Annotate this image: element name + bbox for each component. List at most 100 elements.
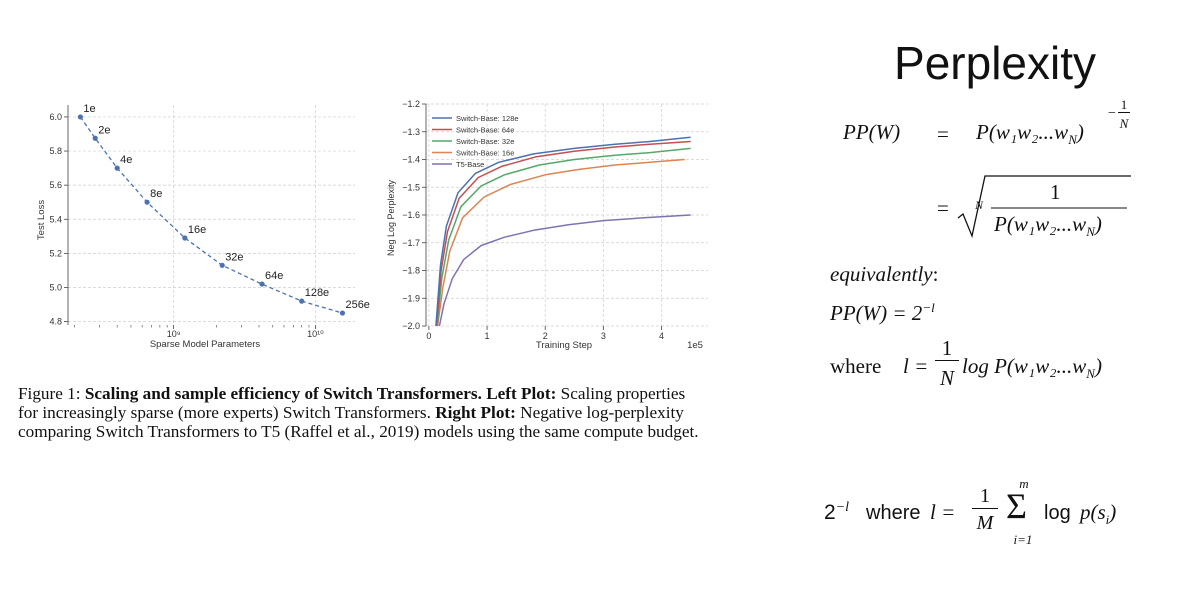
pp-product: P(w₁w₂...wN) <box>976 120 1084 148</box>
sum-upper: m <box>1019 476 1029 491</box>
exp-den: N <box>1119 116 1129 131</box>
figure-caption: Figure 1: Scaling and sample efficiency … <box>18 384 763 441</box>
perplexity-series-lines <box>435 136 691 327</box>
bottom-p: p(si) <box>1080 500 1117 528</box>
right-y-ticks: −2.0 −1.9 −1.8 −1.7 −1.6 −1.5 −1.4 −1.3 −1.2 <box>402 99 426 331</box>
eq-sign-1: = <box>937 122 949 146</box>
scaling-point <box>114 165 120 171</box>
bottom-base: 2−l <box>824 500 850 524</box>
scaling-point-label: 2e <box>98 124 110 136</box>
left-y-tick-label: 5.2 <box>49 248 62 258</box>
scaling-points <box>77 114 346 316</box>
scaling-point-label: 256e <box>345 299 369 311</box>
eq-sign-2: = <box>937 196 949 220</box>
scaling-point <box>339 310 346 316</box>
bottom-l-equals: l = <box>930 500 956 524</box>
root-frac-den: P(w₁w₂...wN) <box>994 212 1102 240</box>
caption-line-2: for increasingly sparse (more experts) S… <box>18 403 431 422</box>
perplexity-series-line <box>436 158 685 327</box>
bottom-where: where <box>866 502 921 524</box>
caption-left-plot: Left Plot: <box>486 384 557 403</box>
sum-lower: i=1 <box>1013 532 1033 547</box>
left-x-ticks: 10⁹ 10¹⁰ <box>74 325 324 339</box>
root-frac-num: 1 <box>1050 180 1061 204</box>
scaling-dashed-line <box>79 116 343 314</box>
right-y-tick-label: −1.8 <box>402 266 420 276</box>
right-y-tick-label: −1.2 <box>402 99 420 109</box>
where-log-product: log P(w₁w₂...wN) <box>962 354 1102 382</box>
bottom-frac-den: M <box>976 512 994 534</box>
caption-right-plot: Right Plot: <box>435 403 516 422</box>
legend-label: Switch-Base: 128e <box>456 114 519 123</box>
pp-lhs: PP(W) <box>843 120 901 144</box>
left-chart-grid <box>68 105 355 325</box>
right-x-ticks: 0 1 2 3 4 <box>426 326 664 341</box>
perplexity-chart: −2.0 −1.9 −1.8 −1.7 −1.6 −1.5 −1.4 −1.3 −1.2 0 1 2… <box>386 99 708 351</box>
right-x-tick-label: 2 <box>543 331 548 341</box>
left-y-tick-label: 4.8 <box>49 317 62 327</box>
where-word: where <box>830 354 882 378</box>
where-frac-num: 1 <box>935 336 959 361</box>
root-index: N <box>975 198 984 212</box>
sum-sign: Σ <box>1006 486 1027 526</box>
perplexity-series-line <box>438 214 691 327</box>
right-x-tick-label: 0 <box>426 331 431 341</box>
scaling-point <box>92 135 98 141</box>
slide-title: Perplexity <box>894 37 1096 89</box>
right-y-tick-label: −1.9 <box>402 293 420 303</box>
caption-line-3: comparing Switch Transformers to T5 (Raf… <box>18 422 699 441</box>
legend-label: T5-Base <box>456 160 484 169</box>
root-sign <box>957 175 1131 239</box>
scaling-point-label: 8e <box>150 188 162 200</box>
left-y-tick-label: 5.4 <box>49 214 62 224</box>
scaling-point <box>299 298 305 304</box>
right-x-tick-label: 1 <box>485 331 490 341</box>
right-y-tick-label: −1.7 <box>402 238 420 248</box>
legend-label: Switch-Base: 64e <box>456 126 514 135</box>
scaling-point <box>182 235 188 241</box>
scaling-point-label: 1e <box>83 103 95 115</box>
where-frac-den: N <box>939 366 954 390</box>
perplexity-legend: Switch-Base: 128e Switch-Base: 64e Switch-… <box>432 114 519 169</box>
right-y-tick-label: −1.4 <box>402 155 420 165</box>
right-y-tick-label: −1.5 <box>402 182 420 192</box>
caption-bold-title: Scaling and sample efficiency of Switch … <box>84 384 482 403</box>
left-y-tick-label: 6.0 <box>49 112 62 122</box>
legend-label: Switch-Base: 32e <box>456 137 514 146</box>
right-y-axis-label: Neg Log Perplexity <box>386 179 396 256</box>
left-y-tick-label: 5.8 <box>49 146 62 156</box>
perplexity-series-line <box>435 136 691 327</box>
left-x-tick-label: 10⁹ <box>167 329 181 339</box>
equivalently-text: equivalently: <box>830 262 939 286</box>
right-x-tick-label: 4 <box>659 331 664 341</box>
right-y-tick-label: −1.3 <box>402 127 420 137</box>
scaling-point <box>259 281 265 287</box>
l-equals: l = <box>903 354 929 378</box>
pp-two-formula: PP(W) = 2−l <box>830 300 935 325</box>
left-x-tick-label: 10¹⁰ <box>307 329 324 339</box>
scaling-point-label: 64e <box>265 270 283 282</box>
right-x-multiplier: 1e5 <box>687 340 703 351</box>
caption-text-1: Scaling properties <box>560 384 686 403</box>
legend-label: Switch-Base: 16e <box>456 149 514 158</box>
right-y-tick-label: −2.0 <box>402 321 420 331</box>
left-y-axis-label: Test Loss <box>36 200 47 240</box>
scaling-point <box>144 199 150 205</box>
right-x-tick-label: 3 <box>601 331 606 341</box>
left-y-ticks: 4.8 5.0 5.2 5.4 5.6 5.8 6.0 <box>49 112 68 327</box>
bottom-frac-num: 1 <box>972 484 998 509</box>
caption-figure-label: Figure 1: <box>18 384 81 403</box>
scaling-point-label: 32e <box>225 251 243 263</box>
caption-text-2: Negative log-perplexity <box>520 403 684 422</box>
scaling-point <box>77 114 83 120</box>
perplexity-series-line <box>436 147 691 327</box>
right-x-axis-label: Training Step <box>536 340 592 351</box>
left-x-axis-label: Sparse Model Parameters <box>150 339 261 350</box>
bottom-log: log <box>1044 502 1071 524</box>
scaling-point-label: 16e <box>188 224 206 236</box>
scaling-point <box>219 262 225 268</box>
left-y-tick-label: 5.0 <box>49 282 62 292</box>
perplexity-series-line <box>435 140 691 327</box>
